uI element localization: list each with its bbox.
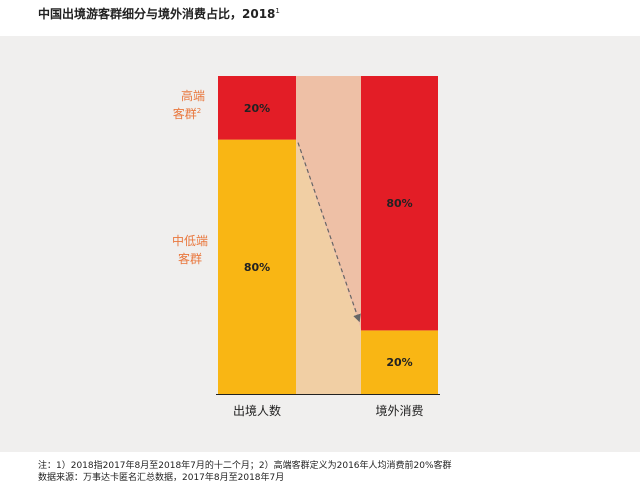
connector-band-low (296, 139, 361, 394)
x-tick-label-1: 出境人数 (233, 403, 281, 418)
low-segment-bar-2-value-label: 20% (386, 356, 412, 369)
footnotes: 注：1）2018指2017年8月至2018年7月的十二个月；2）高端客群定义为2… (38, 460, 452, 484)
low-segment-bar-1-value-label: 80% (244, 261, 270, 274)
footnote-line-2: 数据来源：万事达卡匿名汇总数据，2017年8月至2018年7月 (38, 473, 285, 483)
low-segment-label-line2: 客群 (178, 251, 202, 266)
high-segment-label-line2: 客群2 (173, 106, 201, 121)
footnote-line-1: 注：1）2018指2017年8月至2018年7月的十二个月；2）高端客群定义为2… (38, 461, 452, 471)
high-segment-bar-2 (361, 76, 438, 331)
high-segment-bar-2-value-label: 80% (386, 197, 412, 210)
shift-arrow (297, 142, 361, 323)
high-segment-label-line1: 高端 (181, 88, 205, 103)
title-footnote-mark: 1 (275, 7, 280, 15)
low-segment-bar-1 (218, 139, 296, 394)
plot-layer: 80% 20% 出境人数 20% 80% 境外消费 (216, 76, 440, 418)
chart-title-text: 中国出境游客群细分与境外消费占比，2018 (38, 7, 276, 21)
high-segment-bar-1-value-label: 20% (244, 102, 270, 115)
high-segment-bar-1 (218, 76, 296, 140)
x-tick-label-2: 境外消费 (375, 403, 423, 418)
high-segment-label-line2-text: 客群 (173, 106, 197, 121)
high-segment-footnote-mark: 2 (197, 107, 201, 115)
low-segment-label-line1: 中低端 (172, 233, 208, 248)
chart-title: 中国出境游客群细分与境外消费占比，20181 (38, 5, 280, 22)
low-segment-bar-2 (361, 330, 438, 394)
connector-band-high (296, 76, 361, 331)
